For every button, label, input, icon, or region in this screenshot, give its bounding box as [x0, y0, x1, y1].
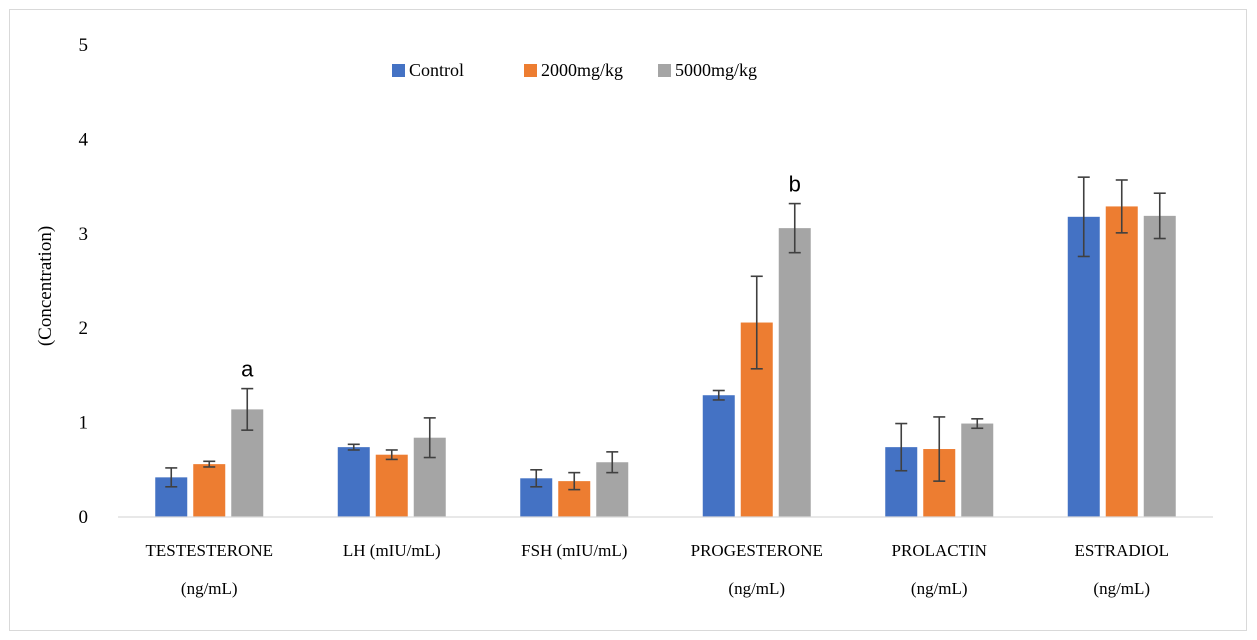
y-axis-label: (Concentration)	[35, 226, 56, 346]
legend-label: 5000mg/kg	[675, 60, 757, 80]
x-category-sublabel: (ng/mL)	[1093, 579, 1150, 598]
chart-frame	[9, 9, 1247, 631]
bar	[1067, 216, 1100, 518]
significance-annotation: b	[789, 172, 801, 197]
bar	[961, 423, 994, 517]
bar	[337, 447, 370, 517]
bar	[375, 454, 408, 517]
y-tick-label: 0	[79, 507, 89, 528]
legend-swatch	[392, 64, 405, 77]
significance-annotation: a	[241, 357, 254, 382]
x-category-label: LH (mIU/mL)	[343, 541, 441, 560]
x-category-label: FSH (mIU/mL)	[521, 541, 627, 560]
y-tick-label: 1	[79, 413, 89, 434]
x-category-sublabel: (ng/mL)	[181, 579, 238, 598]
legend-label: Control	[409, 60, 464, 80]
bar	[778, 228, 811, 518]
error-bars	[165, 176, 1166, 491]
annotations: ab	[241, 172, 801, 382]
bars	[155, 206, 1176, 518]
bar	[1143, 215, 1176, 517]
legend-swatch	[658, 64, 671, 77]
x-category-label: PROGESTERONE	[691, 541, 823, 560]
y-axis-ticks: 0 1 2 3 4 5	[79, 35, 89, 528]
x-category-label: ESTRADIOL	[1075, 541, 1169, 560]
x-category-label: PROLACTIN	[892, 541, 987, 560]
legend-label: 2000mg/kg	[541, 60, 623, 80]
x-axis-categories: TESTESTERONE (ng/mL) LH (mIU/mL) FSH (mIU/m…	[146, 541, 1169, 598]
bar	[193, 464, 226, 517]
y-tick-label: 2	[79, 318, 89, 339]
y-tick-label: 4	[79, 129, 89, 150]
bar	[1105, 206, 1138, 517]
x-category-sublabel: (ng/mL)	[728, 579, 785, 598]
y-tick-label: 3	[79, 224, 89, 245]
x-category-label: TESTESTERONE	[146, 541, 274, 560]
legend: Control 2000mg/kg 5000mg/kg	[392, 60, 757, 80]
y-tick-label: 5	[79, 35, 89, 56]
legend-swatch	[524, 64, 537, 77]
bar	[702, 395, 735, 517]
x-category-sublabel: (ng/mL)	[911, 579, 968, 598]
